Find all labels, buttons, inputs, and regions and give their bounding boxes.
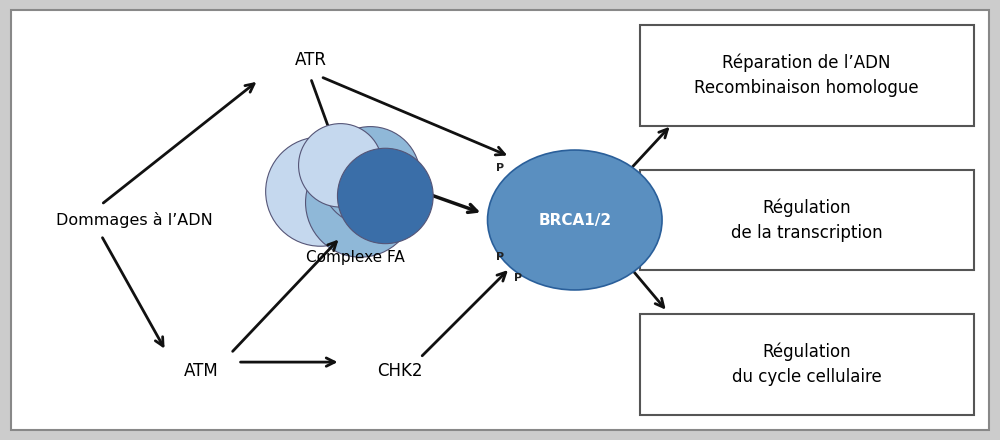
Text: P: P — [496, 162, 504, 172]
FancyBboxPatch shape — [640, 314, 974, 414]
Text: ATR: ATR — [295, 51, 327, 70]
Text: Dommages à l’ADN: Dommages à l’ADN — [56, 212, 213, 228]
Text: P: P — [514, 273, 522, 283]
Text: Complexe FA: Complexe FA — [306, 249, 405, 265]
Ellipse shape — [320, 127, 420, 226]
Text: Réparation de l’ADN
Recombinaison homologue: Réparation de l’ADN Recombinaison homolo… — [694, 54, 919, 98]
Text: ATM: ATM — [183, 362, 218, 380]
Text: BRCA1/2: BRCA1/2 — [538, 213, 611, 227]
Ellipse shape — [266, 137, 375, 246]
Text: P: P — [496, 252, 504, 262]
Text: Régulation
du cycle cellulaire: Régulation du cycle cellulaire — [732, 342, 882, 386]
Ellipse shape — [337, 148, 433, 244]
Text: Régulation
de la transcription: Régulation de la transcription — [731, 198, 882, 242]
Text: CHK2: CHK2 — [378, 362, 423, 380]
Ellipse shape — [488, 150, 662, 290]
Ellipse shape — [306, 148, 415, 257]
FancyBboxPatch shape — [640, 170, 974, 270]
FancyBboxPatch shape — [640, 26, 974, 126]
Ellipse shape — [299, 124, 382, 207]
